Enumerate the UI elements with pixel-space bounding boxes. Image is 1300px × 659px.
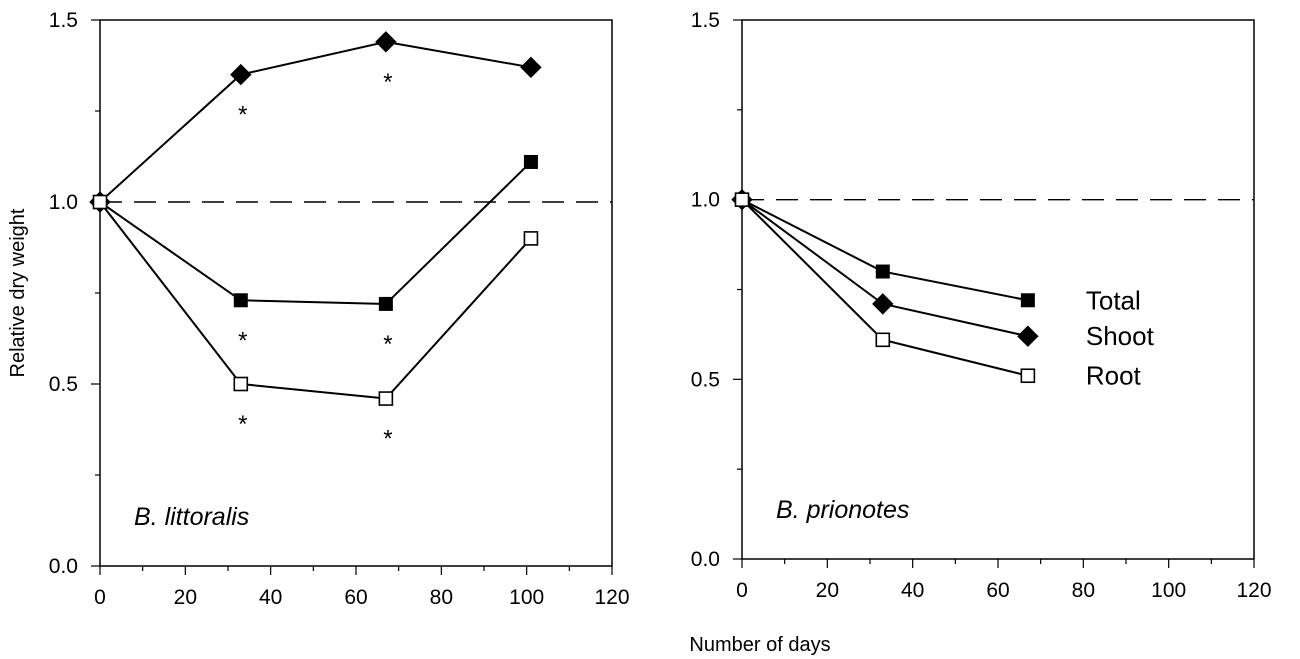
x-tick-label: 100: [509, 586, 544, 609]
series-line-total: [741, 198, 1029, 302]
x-tick-label: 120: [1236, 579, 1271, 602]
x-tick-label: 0: [736, 579, 748, 602]
panel-label: B. littoralis: [134, 503, 249, 531]
significance-marker: *: [383, 69, 392, 96]
data-point-total: [1020, 293, 1035, 308]
data-point-total: [875, 264, 890, 279]
y-tick-label: 1.5: [691, 9, 720, 32]
x-tick-label: 80: [1072, 579, 1095, 602]
plot-frame: [741, 19, 1255, 560]
x-tick-label: 60: [344, 586, 367, 609]
x-axis-title: Number of days: [689, 634, 830, 656]
series-line-total: [99, 161, 532, 305]
x-tick-label: 40: [259, 586, 282, 609]
data-point-shoot: [375, 31, 397, 53]
data-point-shoot: [1017, 325, 1039, 347]
data-point-shoot: [872, 293, 894, 315]
x-tick-label: 80: [430, 586, 453, 609]
data-point-root: [378, 391, 394, 406]
y-tick-label: 1.5: [49, 9, 78, 32]
panel-b-littoralis: 0 20 40 60 80 100 120 0.0 0.5 1.0 1.5 Relative dry …: [7, 9, 630, 609]
x-tick-label: 20: [174, 586, 197, 609]
significance-marker: *: [238, 327, 247, 354]
significance-marker: *: [238, 102, 247, 129]
data-point-root: [875, 332, 891, 348]
legend-entry-total: Total: [1086, 285, 1141, 315]
panel-label: B. prionotes: [776, 496, 909, 524]
data-point-root: [523, 231, 539, 246]
x-tick-label: 60: [986, 579, 1009, 602]
y-tick-label: 0.5: [49, 373, 78, 396]
y-tick-label: 1.0: [49, 191, 78, 214]
data-point-shoot: [230, 63, 252, 86]
significance-marker: *: [383, 331, 392, 358]
y-tick-label: 0.5: [691, 368, 720, 391]
data-point-total: [523, 154, 538, 169]
legend-entry-root: Root: [1086, 361, 1142, 391]
data-point-shoot: [520, 56, 542, 79]
data-point-total: [233, 293, 248, 308]
x-tick-label: 120: [594, 586, 629, 609]
data-point-root: [92, 194, 108, 210]
legend-entry-shoot: Shoot: [1086, 321, 1155, 351]
significance-marker: *: [238, 411, 247, 438]
plot-frame: [99, 19, 613, 567]
series-line-root: [99, 201, 532, 400]
y-tick-label: 1.0: [691, 189, 720, 212]
data-point-root: [233, 376, 249, 392]
y-axis-title: Relative dry weight: [7, 208, 29, 377]
x-tick-label: 40: [901, 579, 924, 602]
data-point-root: [734, 192, 750, 207]
x-tick-label: 0: [94, 586, 106, 609]
significance-marker: *: [383, 426, 392, 453]
y-tick-label: 0.0: [691, 548, 720, 571]
data-point-total: [378, 296, 393, 311]
x-tick-label: 20: [816, 579, 839, 602]
x-tick-label: 100: [1151, 579, 1186, 602]
y-tick-label: 0.0: [49, 555, 78, 578]
series-line-shoot: [99, 40, 532, 203]
panel-b-prionotes: 0 20 40 60 80 100 120 0.0 0.5 1.0 1.5 B. prionotes T…: [691, 9, 1272, 602]
series-line-root: [741, 198, 1029, 377]
data-point-root: [1020, 368, 1036, 384]
